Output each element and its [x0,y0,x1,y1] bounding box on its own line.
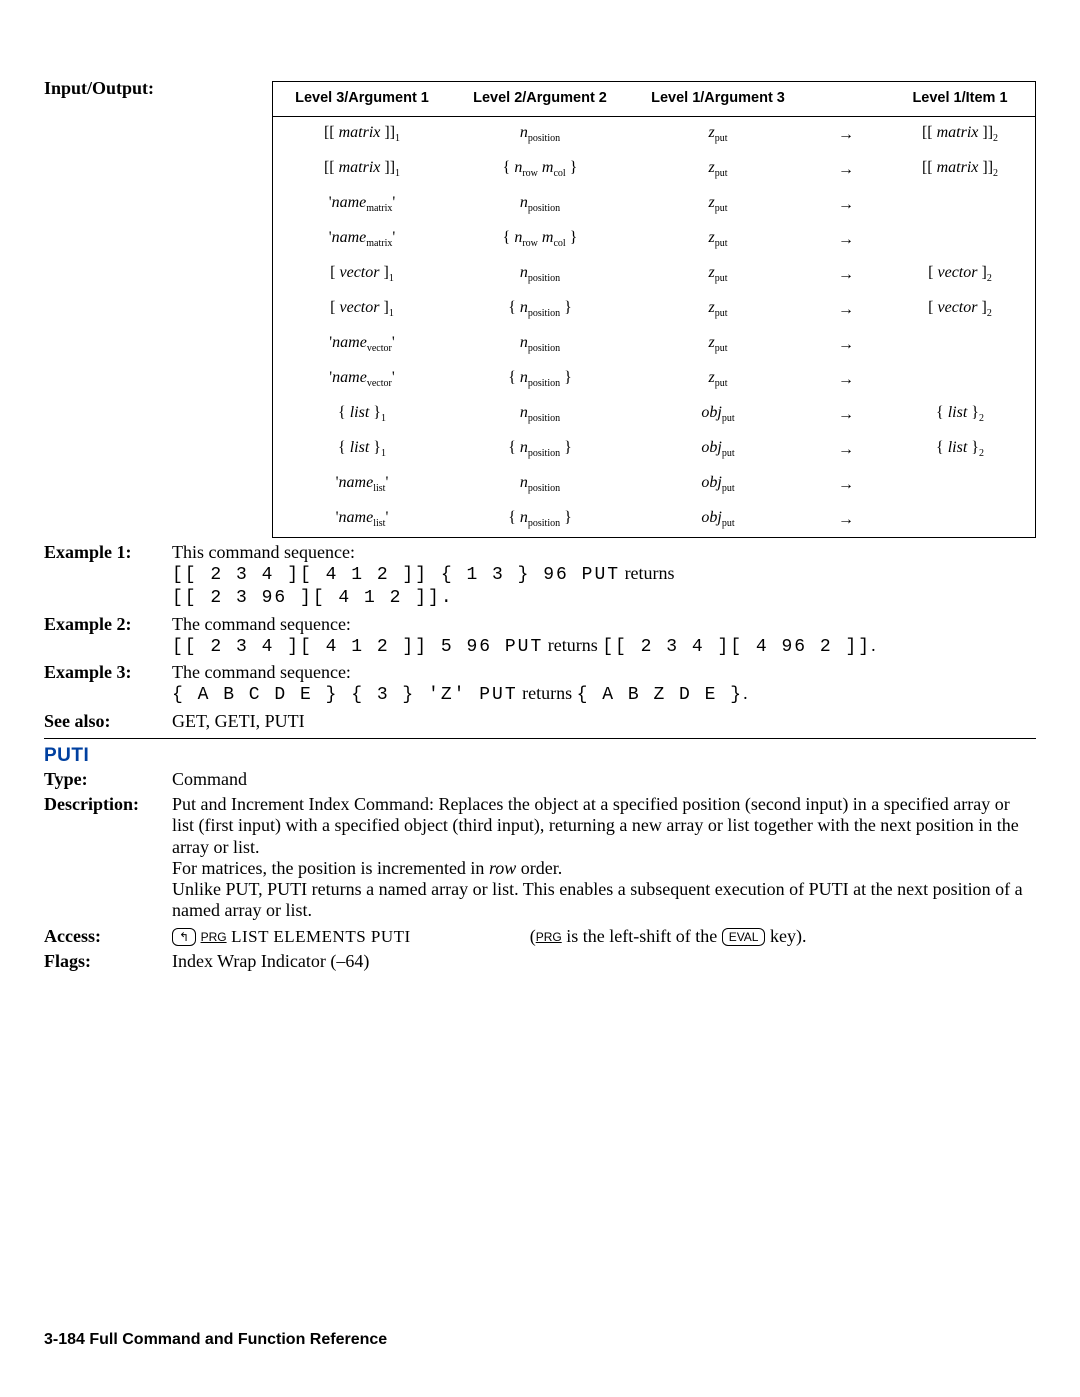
table-cell: 'namevector' [273,362,452,397]
arrow-icon: → [807,117,885,153]
divider [44,738,1036,739]
table-cell: objput [629,467,807,502]
table-cell: 'namelist' [273,502,452,538]
eval-key-icon: EVAL [722,928,766,946]
table-row: 'namematrix'npositionzput→ [273,187,1036,222]
table-header: Level 3/Argument 1 [273,82,452,117]
table-cell: { nrow mcol } [451,152,629,187]
table-cell: { list }2 [885,432,1036,467]
table-cell: { nposition } [451,502,629,538]
type-row: Type: Command [44,769,1036,790]
table-row: 'namevector'npositionzput→ [273,327,1036,362]
table-cell: [[ matrix ]]2 [885,117,1036,153]
table-row: 'namevector'{ nposition }zput→ [273,362,1036,397]
table-cell: 'namematrix' [273,222,452,257]
table-cell: [[ matrix ]]2 [885,152,1036,187]
prg-label: PRG [536,930,562,944]
table-cell: 'namelist' [273,467,452,502]
arrow-icon: → [807,502,885,538]
table-cell [885,362,1036,397]
table-row: { list }1npositionobjput→{ list }2 [273,397,1036,432]
arrow-icon: → [807,397,885,432]
table-row: [ vector ]1{ nposition }zput→[ vector ]2 [273,292,1036,327]
arrow-icon: → [807,187,885,222]
code: { A B Z D E } [577,685,743,705]
see-also: See also: GET, GETI, PUTI [44,711,1036,732]
io-table: Level 3/Argument 1Level 2/Argument 2Leve… [272,81,1036,538]
arrow-icon: → [807,152,885,187]
prg-label: PRG [201,930,227,944]
leftshift-key-icon: ↰ [172,928,196,946]
table-cell: [ vector ]2 [885,257,1036,292]
table-row: 'namelist'npositionobjput→ [273,467,1036,502]
description-row: Description: Put and Increment Index Com… [44,794,1036,921]
table-row: [[ matrix ]]1npositionzput→[[ matrix ]]2 [273,117,1036,153]
table-cell [885,467,1036,502]
table-cell: zput [629,117,807,153]
table-cell: { list }1 [273,432,452,467]
table-cell: zput [629,327,807,362]
table-cell: nposition [451,257,629,292]
table-cell: [[ matrix ]]1 [273,117,452,153]
table-header: Level 2/Argument 2 [451,82,629,117]
table-cell: [ vector ]1 [273,257,452,292]
table-cell: zput [629,362,807,397]
table-cell [885,327,1036,362]
table-cell [885,502,1036,538]
table-header: Level 1/Argument 3 [629,82,807,117]
table-cell: { nrow mcol } [451,222,629,257]
table-row: 'namelist'{ nposition }objput→ [273,502,1036,538]
table-cell: nposition [451,187,629,222]
table-cell: nposition [451,397,629,432]
access-row: Access: ↰ PRG LIST ELEMENTS PUTI (PRG is… [44,926,1036,947]
table-cell: zput [629,257,807,292]
table-row: { list }1{ nposition }objput→{ list }2 [273,432,1036,467]
table-cell: 'namematrix' [273,187,452,222]
table-cell: [ vector ]1 [273,292,452,327]
code: [[ 2 3 4 ][ 4 1 2 ]] 5 96 PUT [172,637,543,657]
flags-row: Flags: Index Wrap Indicator (–64) [44,951,1036,972]
table-row: [ vector ]1npositionzput→[ vector ]2 [273,257,1036,292]
table-cell [885,187,1036,222]
table-row: [[ matrix ]]1{ nrow mcol }zput→[[ matrix… [273,152,1036,187]
table-cell: objput [629,397,807,432]
example-2: Example 2: The command sequence: [[ 2 3 … [44,614,1036,658]
table-cell: zput [629,292,807,327]
arrow-icon: → [807,222,885,257]
table-cell: { nposition } [451,292,629,327]
arrow-icon: → [807,362,885,397]
table-cell: 'namevector' [273,327,452,362]
example-3: Example 3: The command sequence: { A B C… [44,662,1036,706]
table-cell: nposition [451,327,629,362]
arrow-icon: → [807,327,885,362]
code: [[ 2 3 96 ][ 4 1 2 ]]. [172,588,454,608]
table-header: Level 1/Item 1 [885,82,1036,117]
table-cell: objput [629,502,807,538]
arrow-icon: → [807,292,885,327]
table-cell: objput [629,432,807,467]
table-cell: { nposition } [451,432,629,467]
table-cell: { list }2 [885,397,1036,432]
table-cell: zput [629,152,807,187]
table-cell: [[ matrix ]]1 [273,152,452,187]
table-cell: { nposition } [451,362,629,397]
table-cell: { list }1 [273,397,452,432]
arrow-icon: → [807,467,885,502]
page-footer: 3-184 Full Command and Function Referenc… [44,1331,387,1349]
table-cell: nposition [451,467,629,502]
table-cell [885,222,1036,257]
arrow-icon: → [807,257,885,292]
table-row: 'namematrix'{ nrow mcol }zput→ [273,222,1036,257]
code: [[ 2 3 4 ][ 4 1 2 ]] { 1 3 } 96 PUT [172,565,620,585]
table-cell: nposition [451,117,629,153]
command-name: PUTI [44,745,1036,767]
table-header [807,82,885,117]
example-1: Example 1: This command sequence: [[ 2 3… [44,542,1036,610]
arrow-icon: → [807,432,885,467]
table-cell: zput [629,187,807,222]
table-cell: [ vector ]2 [885,292,1036,327]
code: [[ 2 3 4 ][ 4 96 2 ]] [602,637,871,657]
code: { A B C D E } { 3 } 'Z' PUT [172,685,518,705]
table-cell: zput [629,222,807,257]
